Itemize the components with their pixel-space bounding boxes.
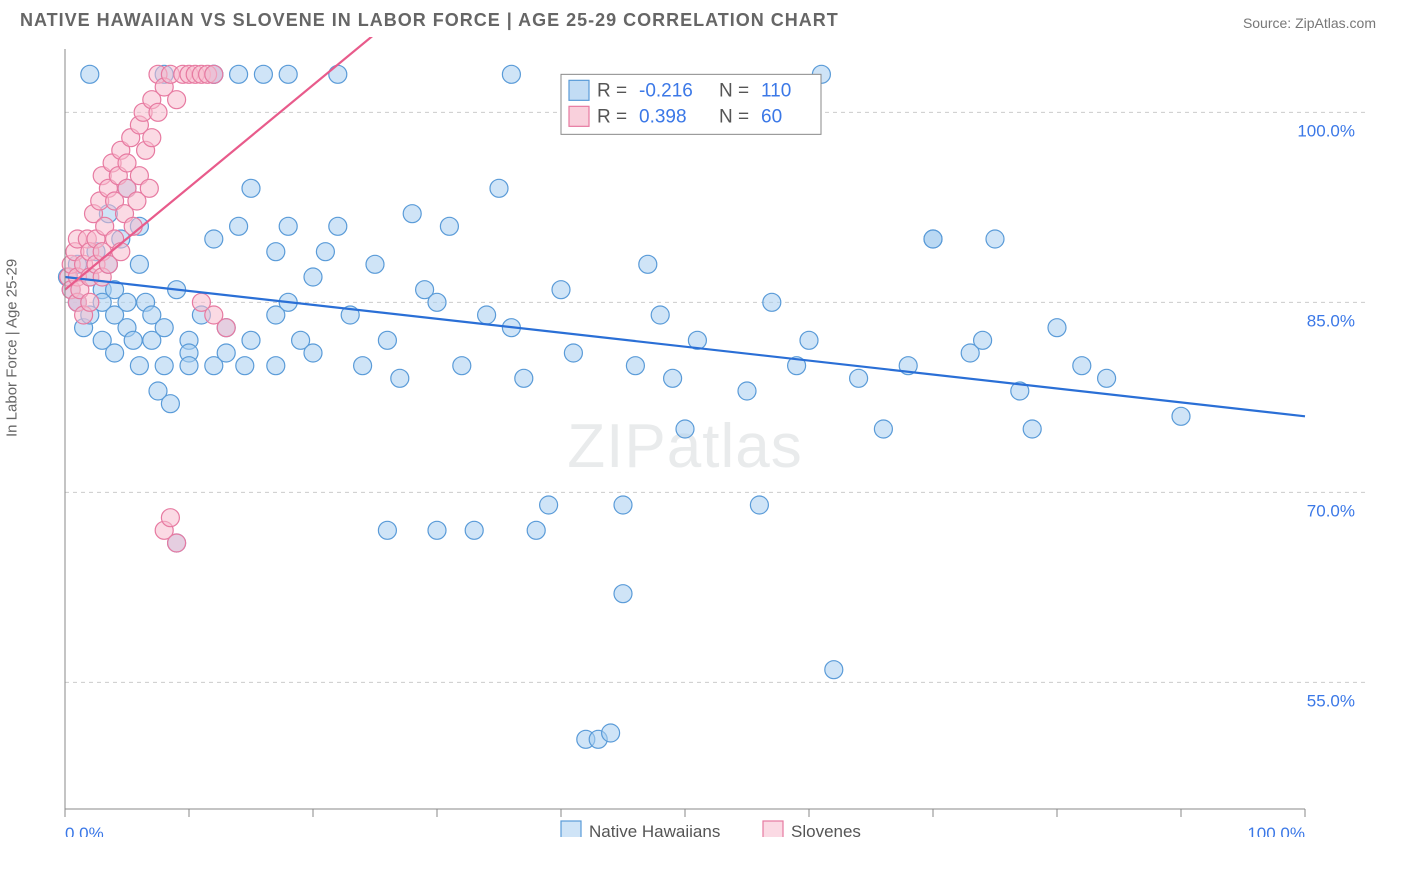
chart-container: In Labor Force | Age 25-29 55.0%70.0%85.… [20, 37, 1380, 837]
y-axis-title: In Labor Force | Age 25-29 [4, 259, 21, 437]
svg-text:R =: R = [597, 80, 627, 101]
svg-text:0.398: 0.398 [639, 106, 687, 127]
svg-text:110: 110 [761, 80, 791, 101]
svg-text:70.0%: 70.0% [1307, 501, 1355, 520]
svg-text:Native Hawaiians: Native Hawaiians [589, 822, 720, 837]
scatter-chart: 55.0%70.0%85.0%100.0%ZIPatlas0.0%100.0%R… [20, 37, 1380, 837]
svg-text:N =: N = [719, 80, 749, 101]
chart-title: NATIVE HAWAIIAN VS SLOVENE IN LABOR FORC… [20, 10, 839, 31]
svg-text:55.0%: 55.0% [1307, 691, 1355, 710]
svg-text:Slovenes: Slovenes [791, 822, 861, 837]
svg-text:100.0%: 100.0% [1297, 121, 1355, 140]
header: NATIVE HAWAIIAN VS SLOVENE IN LABOR FORC… [0, 0, 1406, 37]
svg-text:N =: N = [719, 106, 749, 127]
svg-text:60: 60 [761, 106, 782, 127]
svg-text:100.0%: 100.0% [1247, 824, 1305, 837]
svg-text:0.0%: 0.0% [65, 824, 104, 837]
source-label: Source: ZipAtlas.com [1243, 15, 1376, 31]
svg-text:R =: R = [597, 106, 627, 127]
svg-text:85.0%: 85.0% [1307, 311, 1355, 330]
svg-text:-0.216: -0.216 [639, 80, 693, 101]
